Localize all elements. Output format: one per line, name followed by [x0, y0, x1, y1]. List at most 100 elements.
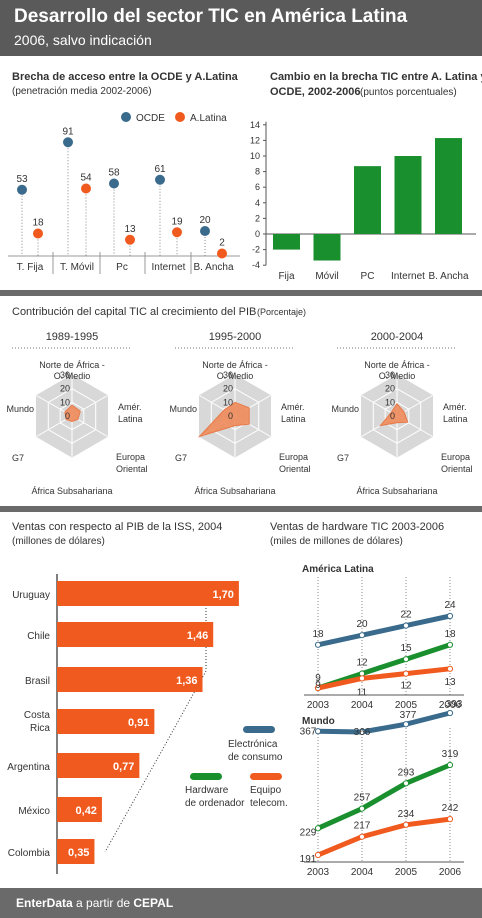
ocde-point: [200, 226, 210, 236]
hardware-value-label: 319: [442, 749, 459, 760]
bar-category-label: Fija: [278, 271, 295, 282]
radar-tick-label: 10: [60, 397, 70, 407]
ocde-value-label: 53: [16, 174, 28, 185]
radar-axis-label: G7: [12, 453, 24, 463]
hardware-value-label: 11: [357, 687, 368, 698]
ocde-point: [17, 184, 27, 195]
footer-source: CEPAL: [133, 896, 174, 910]
sales-bar: [57, 622, 214, 647]
hardware-point: [446, 761, 454, 769]
radar-axis-label: Mundo: [6, 404, 34, 414]
hardware-point: [402, 780, 410, 787]
hardware-point: [358, 632, 366, 639]
hardware-charts: América Latina 2003 2004 2005 2006 18 20 22 24 9 1…: [300, 564, 464, 878]
gap-bar: [313, 234, 341, 261]
legend-hardware-line1: Hardware: [185, 785, 229, 796]
ocde-value-label: 58: [108, 168, 120, 179]
hardware-series-line: [315, 613, 453, 648]
radar-tick-label: 30: [385, 370, 395, 380]
al-point: [125, 234, 135, 245]
radar-axis-label: Latina: [118, 414, 143, 424]
bar-category-label: Móvil: [315, 271, 338, 282]
ytick-label: 14: [250, 120, 260, 130]
section-sales: Ventas con respecto al PIB de la ISS, 20…: [0, 512, 482, 888]
ocde-point: [63, 137, 73, 148]
year-label: 2006: [439, 867, 462, 878]
hardware-value-label: 15: [400, 643, 412, 654]
hardware-value-label: 234: [398, 809, 415, 820]
hardware-point: [402, 656, 410, 663]
hardware-chart-title: América Latina: [302, 564, 374, 575]
ocde-value-label: 91: [62, 126, 74, 137]
gap-bar: [273, 234, 300, 250]
gap-bar: [354, 166, 381, 234]
radar-series-area: [197, 401, 250, 438]
section-radar: Contribución del capital TIC al crecimie…: [0, 296, 482, 506]
footer: EnterData a partir de CEPAL: [0, 888, 482, 918]
radar-axis-label: G7: [337, 453, 349, 463]
radar-axis-label: Europa: [441, 452, 470, 462]
sales-value-label: 0,42: [76, 805, 97, 817]
legend-equipo-line2: telecom.: [250, 798, 288, 809]
hardware-value-label: 229: [300, 827, 317, 838]
sales-value-label: 0,91: [128, 717, 149, 729]
hardware-series-line: [315, 666, 453, 691]
hardware-point: [402, 821, 410, 828]
hardware-value-label: 367: [300, 726, 317, 737]
year-label: 2005: [395, 700, 418, 711]
al-point: [33, 228, 43, 239]
sales-country-label: Argentina: [7, 762, 50, 773]
section-access-gap: Brecha de acceso entre la OCDE y A.Latin…: [0, 60, 482, 290]
ocde-point: [109, 178, 119, 189]
gap-change-unit: (puntos porcentuales): [360, 87, 457, 98]
radar-axis-label: Europa: [279, 452, 308, 462]
sales-bar: [57, 839, 95, 864]
hardware-point: [446, 816, 454, 823]
hardware-point: [358, 833, 366, 840]
footer-middle: a partir de: [72, 896, 134, 910]
separator-2: [0, 506, 482, 512]
radar-tick-label: 20: [385, 384, 395, 394]
year-label: 2003: [307, 700, 330, 711]
year-label: 2004: [351, 867, 374, 878]
sales-bar: [57, 797, 102, 822]
hardware-value-label: 18: [444, 629, 456, 640]
legend-electronica-marker: [243, 726, 275, 733]
legend-equipo-marker: [250, 773, 282, 780]
radar-tick-label: 0: [65, 411, 70, 421]
radar-axis-label: Oriental: [116, 464, 148, 474]
page-subtitle: 2006, salvo indicación: [14, 32, 152, 48]
radar-axis-label: Amér.: [281, 402, 305, 412]
legend-al-label: A.Latina: [190, 113, 227, 124]
radar-period-label: 1989-1995: [46, 331, 99, 343]
al-value-label: 19: [171, 216, 183, 227]
hardware-series-line: [315, 710, 453, 735]
radar-axis-label: G7: [175, 453, 187, 463]
category-label: T. Móvil: [60, 262, 94, 273]
radar-axis-label: Norte de África -: [39, 360, 105, 370]
sales-bar: [57, 581, 239, 606]
ytick-label: 4: [255, 198, 260, 208]
year-label: 2003: [307, 867, 330, 878]
radar-tick-label: 0: [228, 411, 233, 421]
hardware-point: [402, 622, 410, 629]
radar-axis-label: Mundo: [331, 404, 359, 414]
ytick-label: 6: [255, 182, 260, 192]
hardware-value-label: 12: [356, 658, 368, 669]
gap-change-chart: -4 -2 0 2 4 6 8 10 12 14 Fija Móvil PC Internet B. Anc…: [250, 120, 476, 282]
hardware-point: [446, 709, 454, 717]
radar-axis-label: Europa: [116, 452, 145, 462]
radar-axis-label: Oriental: [279, 464, 311, 474]
gap-bar: [394, 156, 422, 234]
ocde-value-label: 20: [199, 215, 211, 226]
year-label: 2005: [395, 867, 418, 878]
sales-country-label: Costa: [24, 710, 51, 721]
footer-brand: EnterData: [16, 896, 73, 910]
radar-axis-label: Norte de África -: [202, 360, 268, 370]
hardware-point: [314, 641, 322, 648]
al-point: [217, 248, 227, 259]
hardware-point: [314, 851, 322, 859]
al-value-label: 2: [219, 238, 225, 249]
category-label: Internet: [152, 262, 186, 273]
sales-country-label: Brasil: [25, 676, 50, 687]
